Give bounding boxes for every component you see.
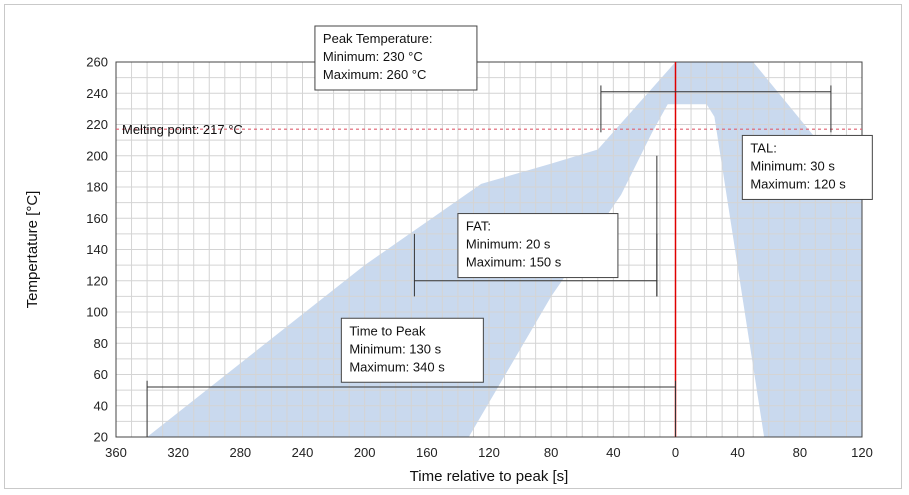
x-tick-label: 240 [292,445,314,460]
y-tick-label: 260 [86,55,108,70]
x-tick-label: 120 [851,445,873,460]
tal-text: TAL: [750,140,777,155]
peak-temperature-text: Minimum: 230 °C [323,49,423,64]
tal-box [741,134,873,200]
time-to-peak-text: Minimum: 130 s [349,341,441,356]
x-tick-label: 40 [730,445,744,460]
y-tick-label: 100 [86,305,108,320]
time-to-peak-text: Time to Peak [349,323,426,338]
tick-labels: 20 40 60 80 100 120 140 160 180 200 220 240 260 360 32… [86,55,873,461]
y-tick-label: 180 [86,180,108,195]
y-tick-label: 140 [86,242,108,257]
time-to-peak-text: Maximum: 340 s [349,359,445,374]
x-tick-label: 200 [354,445,376,460]
y-tick-label: 40 [94,398,108,413]
y-tick-label: 60 [94,367,108,382]
x-tick-label: 280 [229,445,251,460]
tal-text: Minimum: 30 s [750,158,835,173]
annotations: Peak Temperature: Minimum: 230 °C Maximum:… [146,25,873,437]
x-tick-label: 0 [672,445,679,460]
y-tick-label: 80 [94,336,108,351]
y-axis-label: Tempertature [°C] [24,191,41,309]
x-tick-label: 120 [478,445,500,460]
x-tick-label: 80 [793,445,807,460]
fat-box [457,213,619,279]
fat-text: Minimum: 20 s [466,237,551,252]
y-tick-label: 200 [86,148,108,163]
time-to-peak-box [340,317,484,383]
y-tick-label: 20 [94,430,108,445]
y-tick-label: 220 [86,117,108,132]
x-tick-label: 160 [416,445,438,460]
peak-temperature-box [314,25,478,91]
reference-lines [116,62,862,437]
x-tick-label: 360 [105,445,127,460]
peak-temperature-text: Peak Temperature: [323,31,433,46]
x-axis-label: Time relative to peak [s] [410,468,569,485]
fat-text: Maximum: 150 s [466,255,562,270]
x-tick-label: 320 [167,445,189,460]
y-tick-label: 240 [86,86,108,101]
melting-point-label: Melting point: 217 °C [122,122,243,137]
y-tick-label: 160 [86,211,108,226]
peak-temperature-text: Maximum: 260 °C [323,67,426,82]
plot-area-border [115,61,863,438]
fat-text: FAT: [466,219,491,234]
x-tick-label: 40 [606,445,620,460]
x-tick-label: 80 [544,445,558,460]
tal-text: Maximum: 120 s [750,176,846,191]
y-tick-label: 120 [86,273,108,288]
